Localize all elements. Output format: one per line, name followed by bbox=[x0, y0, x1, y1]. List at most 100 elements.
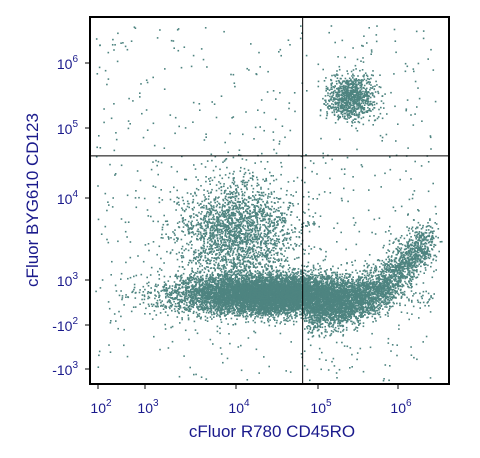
scatter-point bbox=[400, 273, 402, 275]
scatter-point bbox=[188, 309, 190, 311]
scatter-point bbox=[184, 286, 186, 288]
scatter-point bbox=[415, 292, 417, 294]
scatter-point bbox=[277, 314, 280, 317]
scatter-point bbox=[207, 289, 209, 292]
scatter-point bbox=[221, 309, 224, 311]
scatter-point bbox=[322, 276, 325, 278]
scatter-point bbox=[166, 301, 169, 304]
scatter-point bbox=[191, 285, 194, 288]
scatter-point bbox=[181, 281, 183, 284]
scatter-point bbox=[248, 314, 251, 316]
scatter-point bbox=[337, 310, 339, 313]
scatter-point bbox=[181, 317, 183, 319]
scatter-point bbox=[353, 293, 356, 296]
scatter-point bbox=[198, 301, 200, 304]
scatter-point bbox=[190, 289, 192, 291]
scatter-point bbox=[261, 276, 264, 278]
scatter-point bbox=[191, 284, 194, 286]
scatter-point bbox=[202, 278, 204, 281]
scatter-point bbox=[187, 305, 190, 308]
scatter-point bbox=[280, 313, 282, 316]
scatter-point bbox=[166, 288, 168, 291]
scatter-point bbox=[286, 314, 289, 316]
scatter-point bbox=[257, 316, 259, 318]
scatter-point bbox=[178, 287, 180, 289]
scatter-point bbox=[325, 272, 327, 274]
scatter-point bbox=[215, 312, 218, 314]
scatter-point bbox=[174, 310, 176, 313]
scatter-point bbox=[276, 277, 279, 280]
scatter-point bbox=[155, 295, 157, 297]
scatter-point bbox=[251, 307, 253, 310]
scatter-point bbox=[263, 322, 266, 324]
scatter-point bbox=[354, 286, 356, 288]
scatter-point bbox=[189, 305, 191, 307]
scatter-point bbox=[275, 266, 277, 269]
scatter-point bbox=[190, 303, 192, 306]
scatter-point bbox=[266, 273, 268, 276]
scatter-point bbox=[331, 277, 333, 279]
scatter-point bbox=[235, 304, 237, 306]
scatter-point bbox=[215, 276, 217, 279]
scatter-point bbox=[315, 303, 318, 305]
scatter-point bbox=[314, 276, 317, 279]
scatter-point bbox=[428, 298, 431, 300]
scatter-point bbox=[154, 285, 157, 287]
scatter-point bbox=[101, 279, 104, 281]
scatter-point bbox=[322, 280, 325, 282]
scatter-point bbox=[208, 286, 211, 289]
scatter-point bbox=[368, 287, 371, 289]
scatter-point bbox=[311, 278, 314, 280]
scatter-point bbox=[181, 285, 184, 288]
scatter-point bbox=[154, 294, 156, 296]
scatter-point bbox=[150, 287, 152, 289]
scatter-point bbox=[273, 306, 276, 309]
scatter-point bbox=[343, 308, 345, 311]
scatter-point bbox=[192, 306, 195, 309]
scatter-point bbox=[158, 278, 161, 280]
scatter-point bbox=[330, 285, 333, 287]
scatter-point bbox=[202, 299, 204, 301]
scatter-point bbox=[335, 274, 337, 276]
scatter-point bbox=[221, 278, 223, 280]
scatter-point bbox=[154, 305, 157, 308]
scatter-point bbox=[351, 264, 354, 266]
scatter-point bbox=[189, 310, 191, 313]
scatter-point bbox=[229, 299, 231, 301]
scatter-point bbox=[235, 267, 238, 269]
scatter-point bbox=[297, 272, 299, 274]
scatter-point bbox=[174, 291, 177, 294]
scatter-point bbox=[221, 274, 224, 276]
scatter-point bbox=[259, 311, 261, 313]
scatter-point bbox=[174, 289, 177, 292]
scatter-point bbox=[201, 277, 204, 280]
scatter-point bbox=[221, 283, 224, 285]
scatter-point bbox=[238, 278, 240, 281]
scatter-point bbox=[236, 270, 238, 273]
scatter-point bbox=[133, 286, 136, 289]
scatter-point bbox=[310, 312, 312, 314]
scatter-point bbox=[201, 305, 203, 307]
scatter-point bbox=[303, 269, 306, 271]
scatter-point bbox=[210, 312, 212, 314]
scatter-point bbox=[294, 272, 296, 275]
scatter-point bbox=[380, 287, 382, 289]
scatter-point bbox=[147, 291, 149, 293]
scatter-point bbox=[343, 277, 346, 279]
scatter-point bbox=[121, 298, 123, 301]
scatter-point bbox=[349, 273, 352, 276]
scatter-point bbox=[338, 277, 340, 279]
scatter-point bbox=[341, 273, 344, 275]
scatter-point bbox=[147, 303, 150, 306]
scatter-point bbox=[353, 284, 356, 286]
scatter-point bbox=[283, 319, 285, 322]
scatter-point bbox=[290, 273, 292, 275]
scatter-point bbox=[192, 293, 195, 295]
scatter-point bbox=[223, 310, 226, 313]
scatter-point bbox=[177, 311, 180, 314]
scatter-point bbox=[337, 282, 339, 284]
scatter-point bbox=[175, 283, 178, 286]
scatter-point bbox=[210, 295, 212, 298]
scatter-point bbox=[371, 315, 374, 318]
